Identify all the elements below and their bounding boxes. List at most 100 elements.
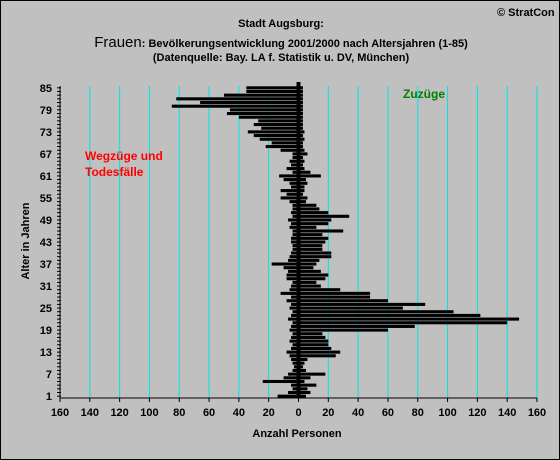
data-bar (292, 280, 299, 284)
data-bar (298, 379, 305, 384)
data-bar (291, 313, 299, 317)
data-bar (288, 218, 299, 222)
data-bar (298, 100, 303, 105)
data-bar (291, 324, 299, 328)
data-bar (292, 156, 299, 160)
data-bar (298, 222, 329, 226)
data-bar (298, 262, 317, 266)
data-bar (229, 108, 299, 112)
data-bar (298, 258, 320, 262)
data-bar (291, 185, 299, 189)
data-bar (298, 306, 403, 310)
data-bar (286, 299, 299, 303)
data-bar (298, 178, 306, 182)
y-tick-label: 31 (40, 281, 52, 293)
data-bar (292, 321, 299, 325)
y-tick-label: 43 (40, 237, 52, 249)
data-bar (298, 390, 311, 395)
data-bar (292, 207, 299, 211)
data-bar (288, 317, 299, 321)
data-bar (298, 394, 306, 398)
data-bar (291, 295, 299, 299)
data-bar (298, 255, 332, 259)
data-bar (298, 156, 303, 160)
data-bar (298, 89, 303, 94)
data-bar (298, 321, 508, 325)
y-tick-label: 79 (40, 105, 52, 117)
data-bar (289, 255, 299, 259)
data-bar (298, 108, 303, 112)
data-bar (298, 104, 303, 108)
data-bar (291, 240, 299, 244)
data-bar (298, 211, 329, 215)
data-bar (298, 251, 332, 255)
data-bar (298, 185, 305, 189)
data-bar (292, 244, 299, 248)
data-bar (298, 313, 481, 317)
data-bar (283, 178, 299, 182)
data-bar (298, 335, 326, 339)
data-bar (292, 387, 299, 391)
data-bar (298, 310, 454, 314)
y-tick-label: 7 (46, 369, 52, 381)
x-tick-label: 0 (295, 407, 301, 419)
data-bar (298, 240, 326, 244)
x-tick-label: 20 (322, 407, 334, 419)
data-bar (298, 137, 305, 141)
data-bar (265, 145, 299, 149)
data-bar (292, 152, 299, 156)
data-bar (298, 376, 311, 380)
data-bar (298, 269, 321, 273)
data-bar (298, 361, 305, 365)
data-bar (253, 122, 299, 127)
data-bar (283, 266, 299, 270)
data-bar (298, 288, 341, 292)
y-tick-label: 37 (40, 259, 52, 271)
data-bar (298, 189, 305, 193)
left-annotation-line2: Todesfälle (85, 165, 144, 179)
data-bar (291, 302, 299, 306)
data-bar (283, 376, 299, 380)
x-tick-label: 60 (203, 407, 215, 419)
data-bar (292, 203, 299, 207)
data-bar (298, 229, 344, 233)
data-bar (292, 361, 299, 365)
data-bar (298, 170, 311, 174)
data-bar (258, 119, 299, 123)
data-bar (289, 159, 299, 163)
data-bar (289, 328, 299, 332)
data-bar (298, 196, 308, 200)
data-bar (289, 339, 299, 343)
y-axis-label: Alter in Jahren (20, 202, 32, 279)
data-bar (286, 277, 299, 281)
y-tick-label: 13 (40, 347, 52, 359)
data-bar (298, 93, 303, 97)
data-bar (171, 104, 299, 108)
data-bar (298, 368, 306, 373)
data-bar (291, 346, 299, 350)
y-tick-label: 1 (46, 391, 52, 403)
data-bar (298, 130, 305, 134)
data-bar (298, 299, 388, 303)
data-bar (298, 148, 305, 152)
x-tick-label: 160 (51, 407, 69, 419)
data-bar (291, 357, 299, 362)
data-bar (298, 192, 303, 196)
data-bar (298, 134, 303, 138)
data-bar (246, 86, 299, 90)
x-axis-label: Anzahl Personen (252, 428, 342, 440)
data-bar (298, 266, 314, 270)
data-bar (253, 134, 299, 138)
x-tick-label: 40 (233, 407, 245, 419)
data-bar (298, 200, 306, 204)
data-bar (280, 196, 299, 200)
data-bar (298, 126, 303, 130)
data-bar (292, 214, 299, 218)
data-bar (298, 277, 326, 281)
data-bar (298, 317, 520, 321)
subtitle-subject: Frauen (94, 34, 142, 51)
data-bar (298, 365, 303, 369)
data-bar (298, 339, 329, 343)
x-tick-label: 40 (352, 407, 364, 419)
data-bar (291, 163, 299, 167)
